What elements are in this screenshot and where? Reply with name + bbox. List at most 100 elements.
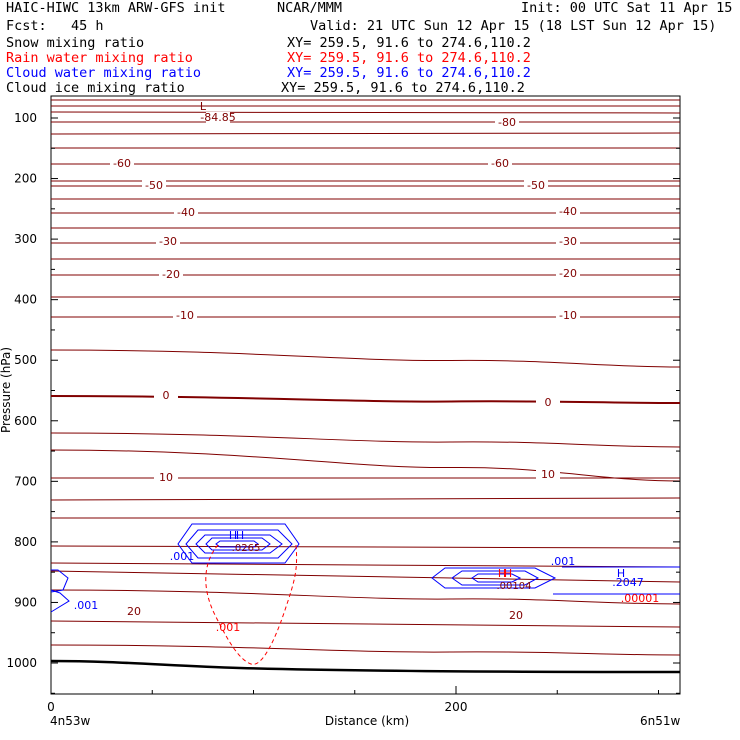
cloud-water-max-marker: H [617,567,625,580]
temperature-label: 20 [509,609,523,622]
cloud-water-contour [50,569,69,593]
cloud-water-contour [215,540,259,548]
cloud-water-max-marker: H [229,529,237,542]
temperature-label-bg [122,606,146,618]
x-tick-label: 0 [47,700,55,714]
organization-label: NCAR/MMM [277,0,343,16]
temperature-label-bg [536,397,560,409]
temperature-label: -60 [113,157,131,170]
temperature-label: -30 [159,235,177,248]
temperature-label-bg [556,206,580,218]
terrain-line [50,659,681,674]
init-time: Init: 00 UTC Sat 11 Apr 15 [521,0,733,16]
temperature-label: 20 [127,605,141,618]
cloud-water-label: .001 [551,555,576,568]
y-tick-label: 400 [14,293,37,307]
temperature-label: -84.85 [200,111,235,124]
temperature-label: -20 [162,268,180,281]
cloud-water-contours [50,523,680,613]
cloud-water-contour [431,567,557,589]
temperature-label-bg [524,180,548,192]
y-tick-label: 100 [14,111,37,125]
temperature-isotherm [50,132,681,135]
y-tick-label: 1000 [6,656,37,670]
field-name-rain: Rain water mixing ratio [6,50,193,66]
left-endpoint-label: 4n53w [50,714,91,728]
cloud-water-contour [50,589,70,613]
y-tick-label: 500 [14,353,37,367]
cloud-water-max-marker: H [236,529,244,542]
temperature-label: -10 [176,309,194,322]
valid-time: Valid: 21 UTC Sun 12 Apr 15 (18 LST Sun … [310,18,717,34]
cloud-water-contour [205,537,271,551]
y-tick-label: 600 [14,414,37,428]
rain-water-label: .00001 [621,592,660,605]
cloud-water-contour [195,534,283,554]
temperature-label-bg [142,180,166,192]
temperature-contours: -84.85 -80 -60 -60 -50 -50 -40 -40 -30 -30 -20 -20 -… [50,99,681,656]
terrain-surface [50,659,681,674]
field-xy-cloud-ice: XY= 259.5, 91.6 to 274.6,110.2 [281,80,525,96]
temperature-isotherm [50,589,681,605]
temperature-label: -50 [527,179,545,192]
temperature-label: -40 [559,205,577,218]
cloud-water-label: .2047 [612,576,644,589]
temperature-isotherm [50,545,681,549]
temperature-isotherm [50,497,681,501]
temperature-isotherm [50,395,681,404]
field-xy-cloud-water: XY= 259.5, 91.6 to 274.6,110.2 [287,65,531,81]
temperature-label: -60 [491,157,509,170]
temperature-label: 0 [163,389,170,402]
y-tick-label: 900 [14,595,37,609]
temperature-isotherm [50,620,681,628]
temperature-label: 0 [545,396,552,409]
right-endpoint-label: 6n51w [640,714,681,728]
temperature-label-bg [556,310,580,322]
rain-water-max-marker: H [504,567,512,580]
temperature-label-bg [110,158,134,170]
temperature-label-bg [556,236,580,248]
cloud-water-label: .001 [74,599,99,612]
temperature-label-bg [556,268,580,280]
temperature-isotherm [50,562,681,568]
forecast-hour: Fcst: 45 h [6,18,104,34]
y-tick-label: 300 [14,232,37,246]
y-tick-label: 700 [14,474,37,488]
x-axis-label: Distance (km) [325,714,409,728]
chart-labels: .001.001.001.2047HHH.001.00001HH.0265.00… [74,529,660,634]
cloud-water-label: .001 [170,550,195,563]
field-name-snow: Snow mixing ratio [6,35,145,51]
temperature-label-bg [154,472,178,484]
field-xy-rain: XY= 259.5, 91.6 to 274.6,110.2 [287,50,531,66]
cloud-water-contour [185,529,293,559]
temperature-label-bg [173,310,197,322]
temperature-label-bg [536,469,560,481]
temperature-label: -80 [498,116,516,129]
x-tick-label: 200 [445,700,468,714]
temperature-isotherm [50,570,681,583]
temperature-isotherm [50,432,681,448]
temperature-label: -20 [559,267,577,280]
temperature-isotherm [50,449,681,482]
cloud-water-contour [177,523,300,564]
temperature-label: -40 [177,206,195,219]
temperature-isotherm [50,349,681,368]
field-name-cloud-water: Cloud water mixing ratio [6,65,202,81]
temperature-label: -50 [145,179,163,192]
temperature-label: -10 [559,309,577,322]
temperature-label-bg [495,117,519,129]
temperature-label-bg [504,610,528,622]
y-tick-label: 200 [14,172,37,186]
cloud-water-contour [471,573,522,583]
cloud-water-contour [451,570,540,586]
temperature-label-bg [174,207,198,219]
rain-water-contours [205,544,298,665]
y-tick-label: 800 [14,535,37,549]
temperature-label-bg [488,158,512,170]
temperature-label-bg [154,390,178,402]
rain-water-contour [205,544,298,665]
temperature-label: 10 [159,471,173,484]
temperature-label: -30 [559,235,577,248]
